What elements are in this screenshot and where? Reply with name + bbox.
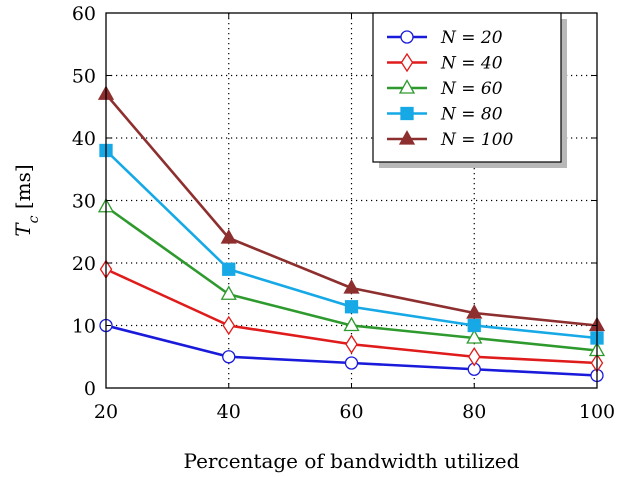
data-point <box>469 348 480 365</box>
y-tick-label: 50 <box>72 66 96 88</box>
x-tick-label: 100 <box>579 401 615 423</box>
y-axis-label: Tc [ms] <box>11 164 42 236</box>
legend-label: N = 80 <box>440 105 503 125</box>
data-point <box>223 351 235 363</box>
y-tick-label: 20 <box>72 253 96 275</box>
legend-label: N = 40 <box>440 54 503 74</box>
x-tick-label: 60 <box>339 401 363 423</box>
x-tick-label: 40 <box>217 401 241 423</box>
y-tick-label: 30 <box>72 191 96 213</box>
legend-label: N = 100 <box>440 130 514 150</box>
y-tick-label: 0 <box>84 378 96 400</box>
legend-label: N = 20 <box>440 28 503 48</box>
x-tick-label: 20 <box>94 401 118 423</box>
y-axis-label-unit: [ms] <box>11 164 35 215</box>
data-point <box>222 287 236 300</box>
y-tick-label: 10 <box>72 316 96 338</box>
x-axis-label: Percentage of bandwidth utilized <box>184 449 520 473</box>
data-point <box>401 31 413 43</box>
y-tick-label: 40 <box>72 128 96 150</box>
y-tick-label: 60 <box>72 3 96 25</box>
data-point <box>346 336 357 353</box>
x-tick-label: 80 <box>462 401 486 423</box>
data-point <box>346 357 358 369</box>
data-point <box>346 301 358 313</box>
legend-label: N = 60 <box>440 79 503 99</box>
data-point <box>223 317 234 334</box>
data-point <box>468 320 480 332</box>
y-axis-label-sub: c <box>26 215 42 223</box>
series-n=40 <box>101 261 603 372</box>
data-point <box>401 108 413 120</box>
legend: N = 20 N = 40 N = 60 N = 80 N = 100 <box>373 13 567 168</box>
data-point <box>223 263 235 275</box>
